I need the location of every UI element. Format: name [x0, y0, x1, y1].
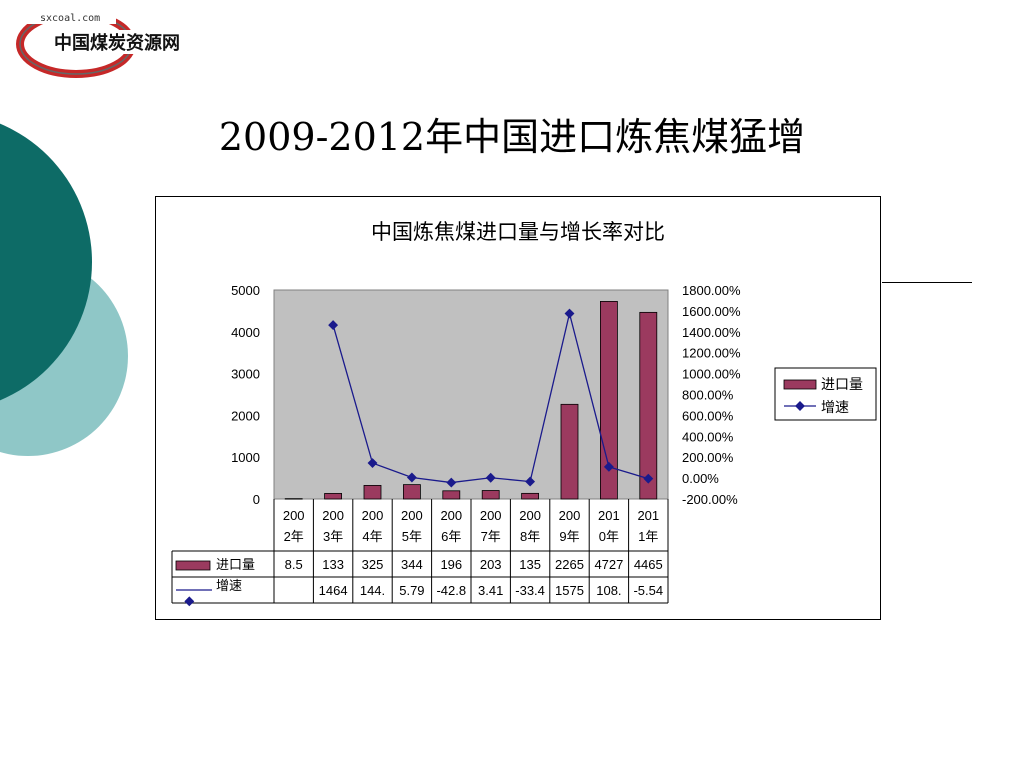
table-cell: 325: [362, 557, 384, 572]
y-right-tick-label: 1000.00%: [682, 367, 741, 382]
x-tick-label: 7年: [481, 529, 501, 544]
x-tick-label: 201: [598, 508, 620, 523]
bar-import-volume: [363, 485, 382, 500]
logo-name-bg: [52, 30, 192, 54]
logo-name: 中国煤炭资源网: [54, 32, 180, 54]
y-right-tick-label: 1200.00%: [682, 346, 741, 361]
legend-label: 增速: [821, 399, 849, 415]
legend-key-import-volume: [783, 379, 817, 390]
table-cell: -33.4: [515, 583, 545, 598]
table-cell: 8.5: [285, 557, 303, 572]
x-tick-label: 201: [637, 508, 659, 523]
table-cell: 4465: [634, 557, 663, 572]
table-cell: 2265: [555, 557, 584, 572]
bar-import-volume: [402, 484, 421, 500]
y-right-tick-label: 400.00%: [682, 429, 734, 444]
x-tick-label: 8年: [520, 529, 540, 544]
y-left-tick-label: 1000: [231, 450, 260, 465]
bar-import-volume: [560, 403, 579, 500]
y-right-tick-label: 1600.00%: [682, 304, 741, 319]
chart: 中国炼焦煤进口量与增长率对比 5000 4000 3000 2000 1000 0 1800.…: [171, 221, 877, 607]
table-row-label: 增速: [216, 578, 242, 593]
table-cell: 1575: [555, 583, 584, 598]
table-cell: 3.41: [478, 583, 503, 598]
sxcoal-logo: sxcoal.com 中国煤炭资源网: [16, 10, 192, 78]
table-cell: 344: [401, 557, 423, 572]
y-left-tick-label: 2000: [231, 408, 260, 423]
x-tick-label: 200: [559, 508, 581, 523]
table-cell: 203: [480, 557, 502, 572]
table-cell: 5.79: [399, 583, 424, 598]
table-cell: 133: [322, 557, 344, 572]
bar-import-volume: [284, 498, 303, 500]
y-left-tick-label: 3000: [231, 367, 260, 382]
x-tick-label: 1年: [638, 529, 658, 544]
x-tick-label: 200: [362, 508, 384, 523]
y-right-tick-label: 0.00%: [682, 471, 719, 486]
x-tick-label: 0年: [599, 529, 619, 544]
table-key-growth-marker: [184, 596, 195, 607]
y-left-tick-label: 5000: [231, 283, 260, 298]
point-growth-rate: [485, 472, 496, 483]
table-cell: 1464: [319, 583, 348, 598]
x-tick-label: 6年: [441, 529, 461, 544]
logo-url: sxcoal.com: [40, 13, 100, 24]
bar-import-volume: [442, 490, 461, 500]
x-tick-label: 4年: [362, 529, 382, 544]
table-cell: -42.8: [436, 583, 466, 598]
x-tick-label: 200: [283, 508, 305, 523]
x-tick-label: 5年: [402, 529, 422, 544]
bar-import-volume: [481, 490, 500, 500]
legend-key-growth-marker: [795, 401, 805, 411]
logo-url-bg: [26, 10, 116, 24]
chart-title: 中国炼焦煤进口量与增长率对比: [371, 221, 665, 244]
x-tick-label: 200: [440, 508, 462, 523]
y-left-tick-label: 0: [253, 492, 260, 507]
point-growth-rate: [603, 461, 614, 472]
x-tick-label: 200: [401, 508, 423, 523]
table-row-label: 进口量: [216, 557, 255, 572]
bar-import-volume: [324, 493, 343, 500]
y-right-tick-label: 1400.00%: [682, 325, 741, 340]
y-right-tick-label: 1800.00%: [682, 283, 741, 298]
x-tick-label: 200: [322, 508, 344, 523]
table-cell: 196: [440, 557, 462, 572]
chart-frame: 中国炼焦煤进口量与增长率对比 5000 4000 3000 2000 1000 0 1800.…: [155, 196, 881, 620]
table-cell: 4727: [594, 557, 623, 572]
table-key-import-volume: [175, 560, 211, 571]
point-growth-rate: [564, 308, 575, 319]
point-growth-rate: [525, 476, 536, 487]
y-left-tick-label: 4000: [231, 325, 260, 340]
dark-teal-circle: [0, 123, 92, 401]
bar-import-volume: [521, 492, 540, 500]
table-cell: 144.: [360, 583, 385, 598]
point-growth-rate: [446, 477, 457, 488]
x-tick-label: 200: [519, 508, 541, 523]
divider-line: [882, 282, 972, 283]
y-right-tick-label: 800.00%: [682, 388, 734, 403]
x-tick-label: 2年: [284, 529, 304, 544]
bar-import-volume: [639, 311, 658, 500]
x-tick-label: 9年: [559, 529, 579, 544]
point-growth-rate: [643, 473, 654, 484]
y-right-tick-label: 600.00%: [682, 408, 734, 423]
table-cell: -5.54: [633, 583, 663, 598]
x-tick-label: 200: [480, 508, 502, 523]
slide-title: 2009-2012年中国进口炼焦煤猛增: [218, 115, 806, 159]
y-right-tick-label: 200.00%: [682, 450, 734, 465]
y-right-tick-label: -200.00%: [682, 492, 738, 507]
legend-label: 进口量: [821, 376, 863, 392]
legend-box: [774, 367, 877, 421]
table-cell: 108.: [596, 583, 621, 598]
x-tick-label: 3年: [323, 529, 343, 544]
table-cell: 135: [519, 557, 541, 572]
